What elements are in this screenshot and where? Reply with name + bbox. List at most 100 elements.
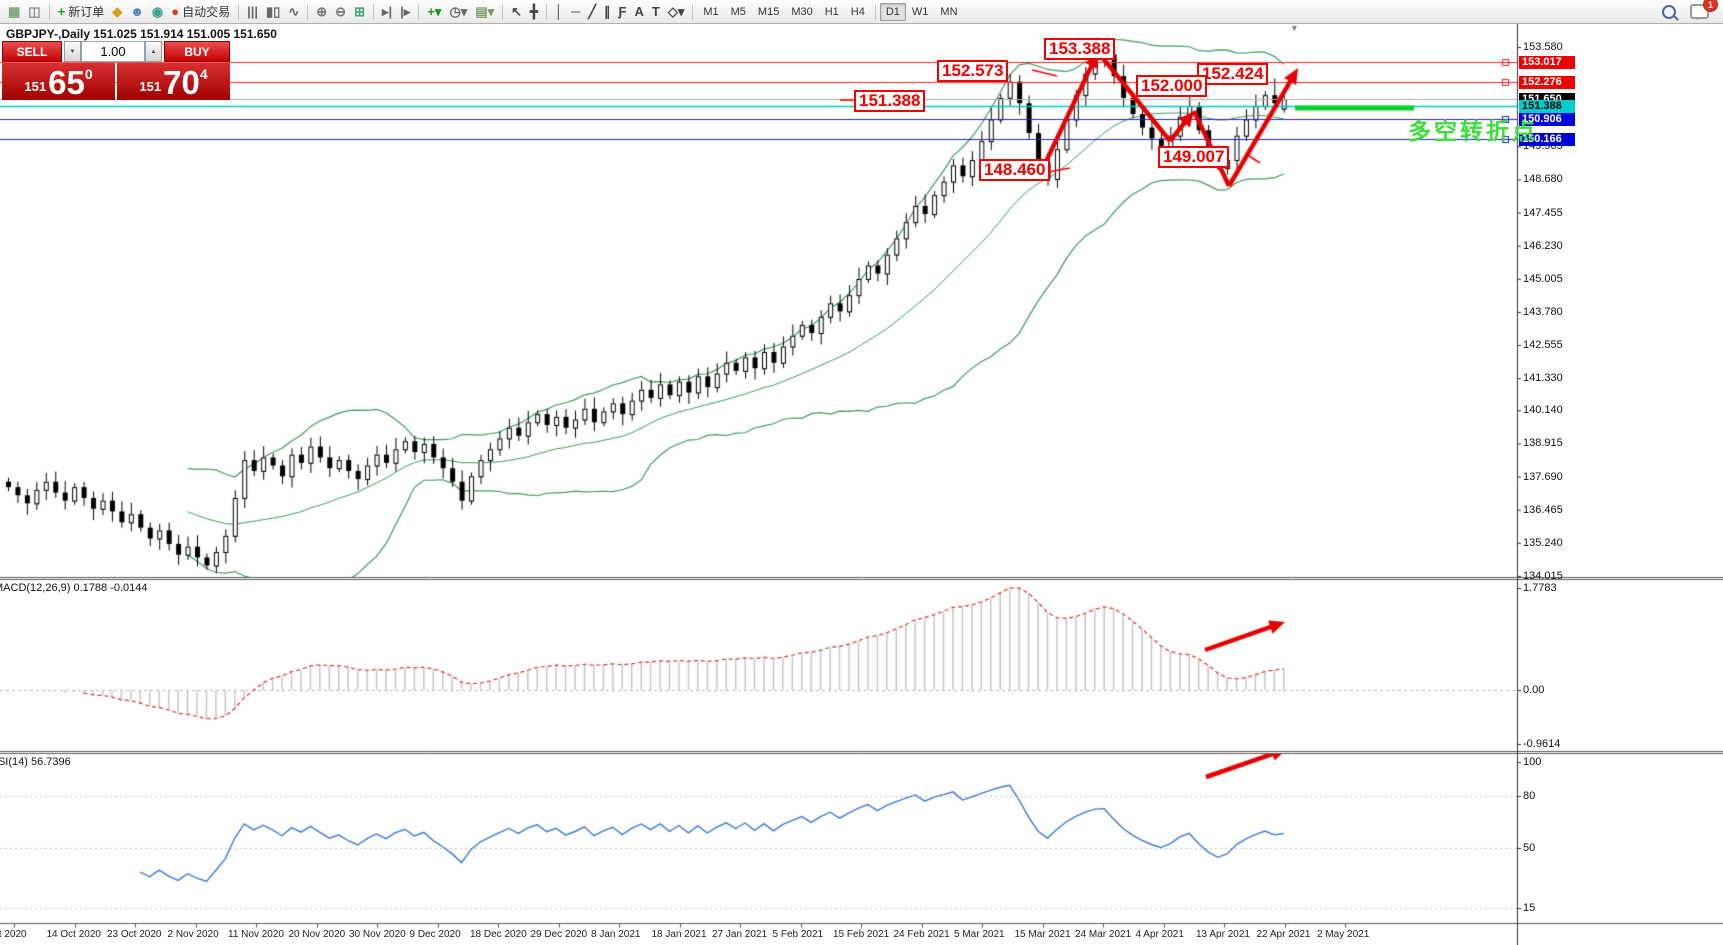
price-axis-badge: 150.906	[1519, 112, 1575, 126]
date-axis-label: 20 Nov 2020	[288, 929, 346, 940]
volume-increase-button[interactable]: ▲	[145, 41, 162, 62]
macd-axis-label: -0.9614	[1523, 738, 1561, 750]
auto-scroll-icon: |▸	[400, 3, 411, 19]
bar-chart-button[interactable]: |||	[243, 4, 262, 20]
new-order-button[interactable]: + 新订单	[54, 2, 109, 21]
date-axis-label: 15 Mar 2021	[1014, 929, 1071, 940]
sell-price-display[interactable]: 151 65 0	[2, 63, 115, 100]
toolbar-separator	[545, 3, 547, 20]
price-axis-tick-label: 137.690	[1523, 470, 1563, 483]
cursor-button[interactable]: ↖	[507, 4, 526, 20]
buy-price-display[interactable]: 151 70 4	[117, 63, 230, 100]
price-annotation-label[interactable]: 148.460	[979, 159, 1051, 181]
auto-trading-button-label: 自动交易	[182, 5, 231, 19]
date-axis-label: 14 Oct 2020	[46, 929, 101, 940]
toolbar-separator	[502, 3, 504, 20]
timeframe-button-m15[interactable]: M15	[757, 5, 780, 18]
date-axis-label: 18 Jan 2021	[651, 929, 707, 940]
sell-price-pip: 0	[84, 66, 93, 82]
window-zoom-icon[interactable]: ◫	[24, 4, 44, 20]
price-annotation-label[interactable]: 149.007	[1158, 146, 1230, 168]
timeframe-button-h1[interactable]: H1	[824, 5, 839, 18]
line-chart-icon: ∿	[288, 3, 300, 19]
price-axis-tick-label: 153.580	[1523, 41, 1563, 53]
price-annotation-label[interactable]: 153.388	[1044, 38, 1116, 60]
chart-title: GBPJPY-,Daily 151.025 151.914 151.005 15…	[6, 27, 277, 41]
search-icon[interactable]	[1662, 4, 1676, 19]
new-order-icon: +	[57, 3, 66, 19]
toolbar-separator	[874, 3, 876, 20]
timeframe-button-m1[interactable]: M1	[703, 5, 719, 18]
price-axis-tick-label: 138.915	[1523, 437, 1563, 450]
chart-shift-marker-icon[interactable]: ▼	[1290, 23, 1299, 33]
period-dropdown-button[interactable]: ◷▾	[445, 4, 471, 20]
crosshair-button[interactable]: ╋	[526, 4, 542, 20]
date-axis-label: 13 Apr 2021	[1196, 929, 1250, 940]
timeframe-button-h4[interactable]: H4	[850, 5, 865, 18]
vertical-line-button[interactable]: │	[551, 4, 567, 20]
chinese-annotation-text[interactable]: 多空转折点	[1408, 118, 1538, 144]
market-watch-icon[interactable]: ◆	[108, 4, 126, 20]
price-annotation-label[interactable]: 152.424	[1197, 63, 1269, 85]
toolbar-separator	[418, 3, 420, 20]
price-annotation-label[interactable]: 152.573	[937, 60, 1009, 82]
channel-button[interactable]: ∥	[600, 4, 615, 20]
timeframe-button-mn[interactable]: MN	[940, 5, 958, 18]
signal-icon[interactable]: ◉	[148, 4, 167, 20]
shift-chart-button[interactable]: ▸|	[378, 4, 396, 20]
text-button[interactable]: A	[630, 4, 647, 20]
trade-panel-prices: 151 65 0 151 70 4	[2, 63, 230, 100]
toolbar-separator	[692, 3, 694, 20]
timeframe-button-m5[interactable]: M5	[730, 5, 746, 18]
date-axis-label: 5 Feb 2021	[772, 929, 824, 940]
date-axis-label: 30 Nov 2020	[349, 929, 406, 940]
profile-icon[interactable]: ☻	[126, 4, 148, 20]
date-axis-label: 2 Nov 2020	[167, 929, 219, 940]
price-annotation-label[interactable]: 152.000	[1136, 75, 1208, 97]
text-label-button[interactable]: T	[648, 4, 664, 20]
trendline-button[interactable]: ╱	[584, 4, 600, 20]
volume-decrease-button[interactable]: ▼	[64, 41, 81, 62]
price-axis-tick-label: 141.330	[1523, 372, 1563, 385]
price-axis-tick-label: 145.005	[1523, 272, 1563, 285]
toolbar: ▦ ◫ + 新订单 ◆ ☻ ◉ ● 自动交易 ||| ▮▯ ∿ ⊕ ⊖ ⊞ ▸| |▸ +▾ ◷▾ ▤▾ ↖ ╋ │ ─ ╱ ∥ Ƒ…	[0, 0, 1723, 24]
template-dropdown-button[interactable]: ▤▾	[471, 4, 498, 20]
notification-badge: 1	[1703, 0, 1718, 12]
chat-button[interactable]: 1	[1690, 0, 1718, 20]
candlestick-chart-icon: ▮▯	[266, 3, 281, 19]
rsi-axis-label: 80	[1523, 790, 1536, 802]
chart-window-icon[interactable]: ▦	[4, 4, 24, 20]
line-chart-button[interactable]: ∿	[284, 4, 303, 20]
date-axis-label: 22 Apr 2021	[1256, 929, 1311, 940]
toolbar-right: 1	[1662, 0, 1719, 20]
price-axis-tick-label: 135.240	[1523, 536, 1563, 549]
candlestick-chart-button[interactable]: ▮▯	[262, 4, 284, 20]
volume-input[interactable]	[81, 41, 145, 62]
toolbar-separator	[307, 3, 309, 20]
arrows-dropdown-button[interactable]: ◇▾	[664, 4, 689, 20]
timeframe-button-d1[interactable]: D1	[879, 2, 906, 21]
sell-button[interactable]: SELL	[2, 41, 62, 62]
price-axis-tick-label: 136.465	[1523, 503, 1563, 516]
rsi-axis-label: 100	[1523, 756, 1542, 768]
auto-scroll-button[interactable]: |▸	[396, 4, 414, 20]
horizontal-line-button[interactable]: ─	[567, 4, 584, 20]
zoom-in-button[interactable]: ⊕	[312, 4, 331, 20]
crosshair-icon: ╋	[530, 3, 538, 19]
price-axis-tick-label: 140.140	[1523, 404, 1563, 417]
timeframe-button-w1[interactable]: W1	[911, 5, 929, 18]
timeframe-button-m30[interactable]: M30	[791, 5, 813, 18]
buy-button[interactable]: BUY	[164, 41, 230, 62]
cursor-icon: ↖	[511, 3, 523, 19]
auto-trading-button[interactable]: ● 自动交易	[167, 2, 234, 21]
tile-windows-button[interactable]: ⊞	[350, 4, 369, 20]
toolbar-separator	[238, 3, 240, 20]
auto-trading-icon: ●	[171, 3, 180, 19]
price-annotation-label[interactable]: 151.388	[854, 90, 926, 112]
add-indicator-button[interactable]: +▾	[423, 4, 445, 20]
window-zoom-icon-icon: ◫	[28, 3, 41, 19]
zoom-out-button[interactable]: ⊖	[331, 4, 350, 20]
fibonacci-button[interactable]: Ƒ	[615, 4, 631, 20]
